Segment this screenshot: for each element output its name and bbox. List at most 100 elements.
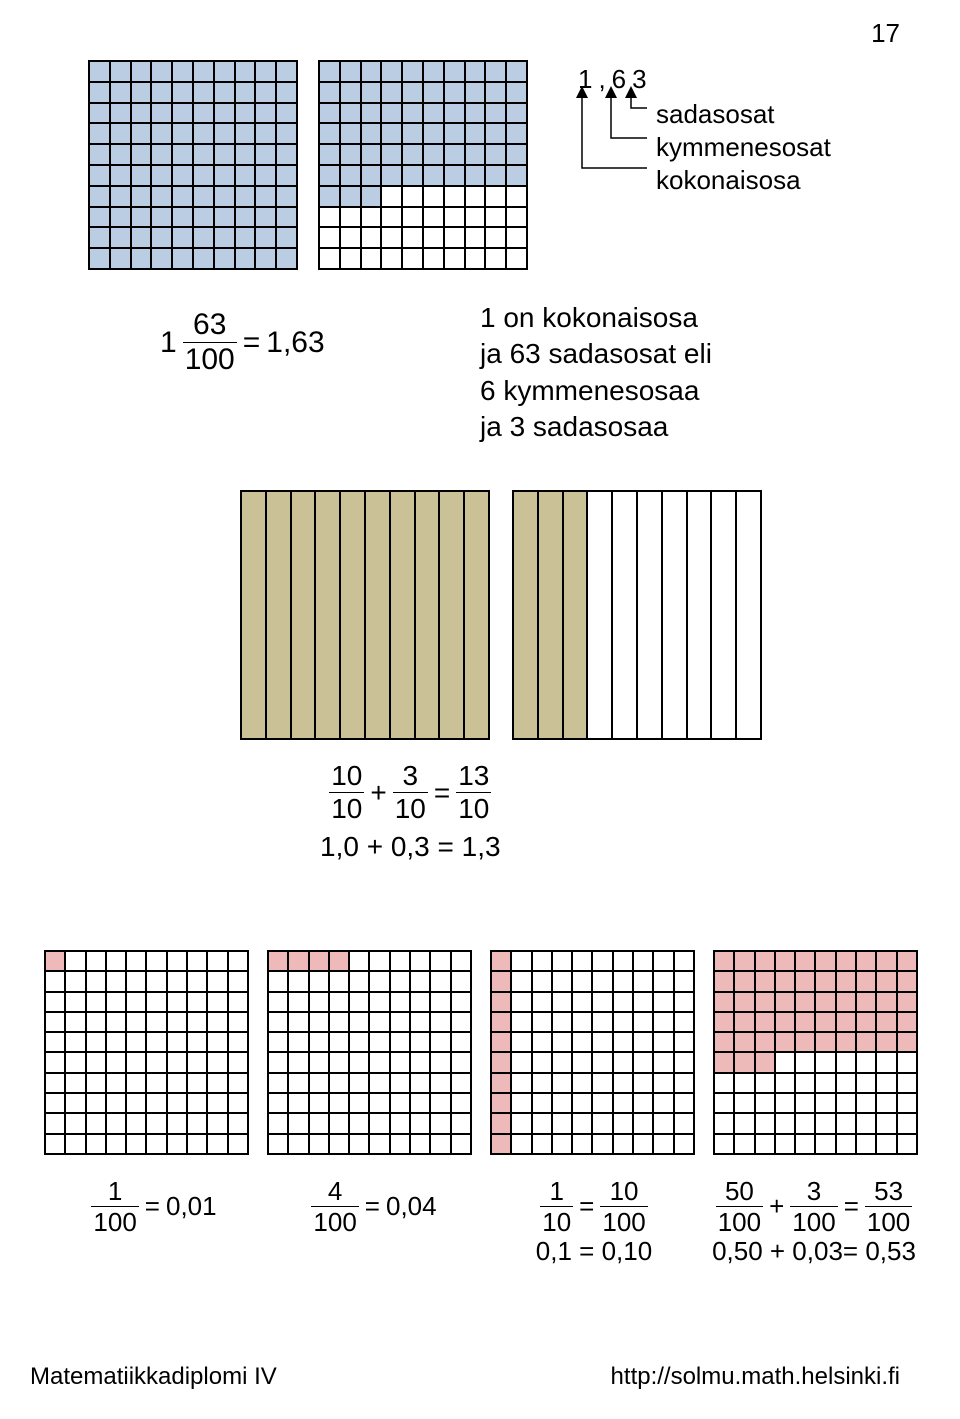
grid-cell bbox=[511, 1093, 531, 1113]
grid-cell bbox=[369, 1052, 389, 1072]
grid-cell bbox=[340, 82, 361, 103]
grid-cell bbox=[349, 992, 369, 1012]
annotation-label: kymmenesosat bbox=[656, 132, 831, 163]
grid-cell bbox=[86, 1093, 106, 1113]
fraction-numerator: 10 bbox=[608, 1178, 641, 1206]
grid-cell bbox=[228, 1113, 248, 1133]
grid-cell bbox=[86, 971, 106, 991]
grid-cell bbox=[172, 103, 193, 124]
fraction: 3 10 bbox=[393, 762, 428, 823]
grid-cell bbox=[430, 971, 450, 991]
grid-cell bbox=[369, 951, 389, 971]
grid-cell bbox=[856, 1073, 876, 1093]
grid-cell bbox=[349, 1073, 369, 1093]
hundred-grid bbox=[267, 950, 472, 1155]
grid-cell bbox=[465, 103, 486, 124]
grid-cell bbox=[572, 1093, 592, 1113]
grid-cell bbox=[795, 1113, 815, 1133]
grid-cell bbox=[532, 1032, 552, 1052]
grid-cell bbox=[369, 1093, 389, 1113]
equals-sign: = bbox=[145, 1190, 160, 1224]
grid-cell bbox=[897, 1134, 917, 1154]
grid-cell bbox=[381, 227, 402, 248]
grid-cell bbox=[451, 1093, 471, 1113]
grid-column bbox=[340, 491, 365, 739]
grid-cell bbox=[430, 1073, 450, 1093]
grid-cell bbox=[319, 165, 340, 186]
fraction-denominator: 100 bbox=[865, 1206, 912, 1235]
grid-cell bbox=[276, 207, 297, 228]
grid-cell bbox=[146, 1113, 166, 1133]
grid-cell bbox=[214, 103, 235, 124]
grid-column bbox=[736, 491, 761, 739]
decimal-equation: 1,0 + 0,3 = 1,3 bbox=[320, 831, 501, 863]
grid-cell bbox=[856, 1052, 876, 1072]
grid-cell bbox=[734, 1113, 754, 1133]
grid-cell bbox=[329, 1134, 349, 1154]
grid-cell bbox=[131, 61, 152, 82]
grid-cell bbox=[167, 1093, 187, 1113]
grid-cell bbox=[381, 186, 402, 207]
grid-cell bbox=[193, 207, 214, 228]
grid-cell bbox=[86, 1134, 106, 1154]
grid-cell bbox=[193, 186, 214, 207]
grid-cell bbox=[511, 1073, 531, 1093]
grid-cell bbox=[390, 1032, 410, 1052]
grid-cell bbox=[444, 207, 465, 228]
grid-cell bbox=[255, 248, 276, 269]
grid-cell bbox=[592, 1052, 612, 1072]
equation-row: 1100 = 0,01 bbox=[91, 1178, 216, 1235]
grid-cell bbox=[444, 103, 465, 124]
grid-cell bbox=[193, 248, 214, 269]
explanation-line: 1 on kokonaisosa bbox=[480, 300, 712, 336]
grid-cell bbox=[506, 61, 527, 82]
grid-cell bbox=[106, 951, 126, 971]
grid-cell bbox=[288, 951, 308, 971]
decimal-result: 1,63 bbox=[266, 326, 324, 360]
grid-cell bbox=[207, 1073, 227, 1093]
grid-cell bbox=[167, 1073, 187, 1093]
grid-cell bbox=[775, 951, 795, 971]
grid-cell bbox=[288, 1134, 308, 1154]
grid-cell bbox=[361, 248, 382, 269]
grid-cell bbox=[633, 1052, 653, 1072]
grid-cell bbox=[361, 144, 382, 165]
grid-cell bbox=[653, 971, 673, 991]
grid-cell bbox=[897, 1052, 917, 1072]
grid-cell bbox=[714, 1073, 734, 1093]
grid-cell bbox=[876, 1073, 896, 1093]
grid-cell bbox=[106, 1073, 126, 1093]
grid-cell bbox=[491, 951, 511, 971]
grid-cell bbox=[146, 1052, 166, 1072]
grid-cell bbox=[207, 1052, 227, 1072]
grid-cell bbox=[235, 82, 256, 103]
grid-cell bbox=[465, 207, 486, 228]
grid-column bbox=[365, 491, 390, 739]
grid-cell bbox=[755, 971, 775, 991]
grid-cell bbox=[410, 1032, 430, 1052]
grid-cell bbox=[126, 1052, 146, 1072]
grid-cell bbox=[506, 186, 527, 207]
grid-cell bbox=[214, 144, 235, 165]
grid-cell bbox=[65, 1093, 85, 1113]
grid-cell bbox=[207, 1032, 227, 1052]
grid-cell bbox=[172, 248, 193, 269]
grid-cell bbox=[423, 82, 444, 103]
grid-cell bbox=[775, 1093, 795, 1113]
grid-cell bbox=[110, 165, 131, 186]
grid-cell bbox=[451, 1032, 471, 1052]
grid-cell bbox=[506, 123, 527, 144]
fraction-numerator: 13 bbox=[456, 762, 491, 792]
grid-cell bbox=[146, 1093, 166, 1113]
grid-cell bbox=[187, 1052, 207, 1072]
grid-cell bbox=[734, 971, 754, 991]
grid-cell bbox=[349, 1052, 369, 1072]
grid-cell bbox=[775, 1052, 795, 1072]
grid-cell bbox=[897, 992, 917, 1012]
grid-cell bbox=[451, 1113, 471, 1133]
grid-cell bbox=[592, 1093, 612, 1113]
section-1-equation: 1 63 100 = 1,63 bbox=[160, 310, 325, 375]
grid-cell bbox=[552, 1052, 572, 1072]
grid-cell bbox=[552, 951, 572, 971]
grid-cell bbox=[775, 1012, 795, 1032]
